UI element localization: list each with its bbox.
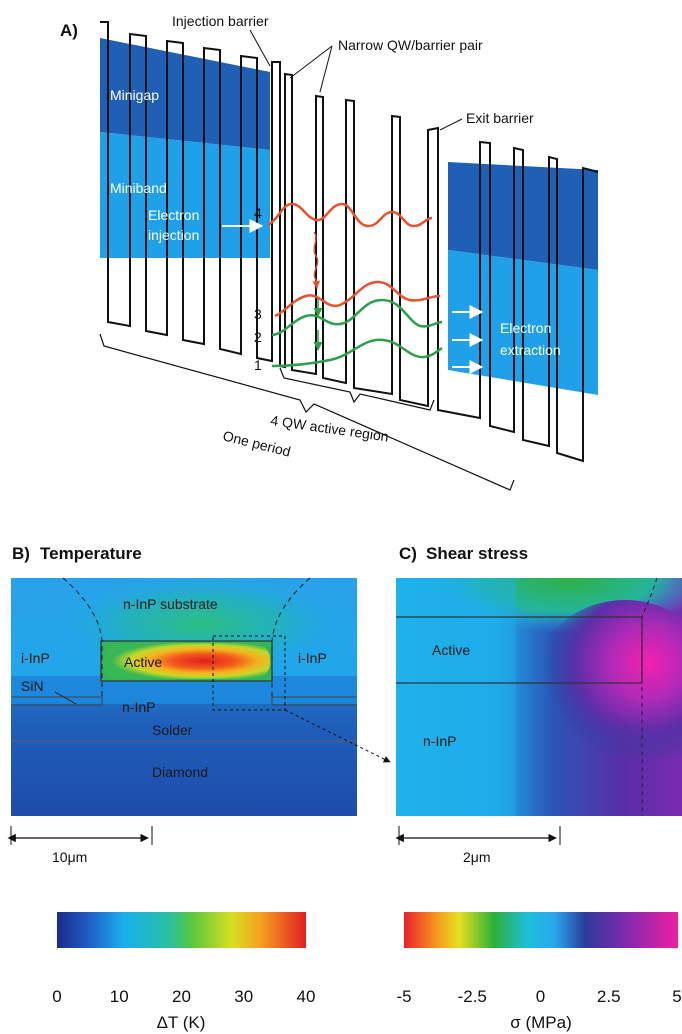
diamond-region (11, 704, 357, 816)
stress-pink-zone (530, 600, 682, 780)
electron-extraction-label-2: extraction (500, 342, 561, 358)
injection-barrier-leader (249, 29, 271, 67)
ridge-boundary-right (271, 577, 311, 697)
stress-tick-3: 2.5 (597, 987, 621, 1006)
panel-c-title: Shear stress (426, 544, 528, 563)
level-2-label: 2 (254, 329, 262, 345)
sin-layer-left (11, 696, 103, 706)
sin-layer-right (271, 696, 357, 706)
wavefunction-4 (267, 202, 433, 228)
exit-barrier-leader (439, 118, 463, 131)
narrow-pair-leader-2 (319, 45, 333, 93)
active-region-label: 4 QW active region (270, 412, 390, 444)
temperature-tick-1: 10 (110, 987, 129, 1006)
iinp-right-label: i-InP (298, 650, 327, 666)
ninp-label-c: n-InP (423, 733, 456, 749)
panel-a-letter: A) (60, 21, 78, 40)
electron-extraction-label-1: Electron (500, 320, 551, 336)
panel-a: A) 4 3 2 1 Minigap Miniband Electron inj (60, 13, 599, 491)
one-period-label: One period (221, 427, 292, 459)
iinp-left-label: i-InP (21, 650, 50, 666)
temperature-tick-2: 20 (172, 987, 191, 1006)
stress-tick-1: -2.5 (458, 987, 487, 1006)
level-4-label: 4 (254, 205, 262, 221)
scale-label-b: 10μm (52, 849, 87, 865)
electron-injection-label-1: Electron (148, 207, 199, 223)
active-label: Active (124, 654, 162, 670)
stress-left-zone (396, 578, 516, 816)
temperature-colorbar-label: ΔT (K) (157, 1013, 206, 1032)
stress-colorbar-label: σ (MPa) (510, 1013, 572, 1032)
stress-colorbar-ticks: -5 -2.5 0 2.5 5 (396, 987, 681, 1006)
temperature-colorbar-ticks: 0 10 20 30 40 (52, 987, 315, 1006)
ridge-boundary-left (62, 577, 103, 697)
scale-label-c: 2μm (463, 849, 491, 865)
transition-arrow-4-3 (312, 231, 320, 289)
stress-tick-4: 5 (672, 987, 681, 1006)
minigap-label: Minigap (110, 87, 159, 103)
stress-tick-2: 0 (536, 987, 545, 1006)
panel-b: B) Temperature n-InP substrate i-InP i-I… (7, 544, 391, 1032)
wavefunction-2 (271, 298, 443, 337)
panel-b-letter: B) (12, 544, 30, 563)
exit-barrier-label: Exit barrier (466, 110, 534, 126)
panel-c: C) Shear stress Active n-InP 2μm -5 -2.5 0… (395, 544, 682, 1032)
conduction-band-profile (100, 21, 599, 463)
temperature-tick-0: 0 (52, 987, 61, 1006)
level-3-label: 3 (254, 306, 262, 322)
wavefunction-1 (271, 338, 443, 368)
solder-label: Solder (152, 722, 193, 738)
zoom-arrow (284, 709, 391, 763)
sin-label: SiN (21, 678, 44, 694)
one-period-brace (99, 333, 515, 491)
narrow-pair-label: Narrow QW/barrier pair (338, 37, 483, 53)
wavefunction-3 (274, 280, 441, 318)
stress-colorbar (404, 912, 678, 948)
substrate-label: n-InP substrate (123, 596, 218, 612)
zoom-box (212, 635, 286, 711)
level-1-label: 1 (254, 357, 262, 373)
temperature-colorbar (57, 912, 306, 948)
electron-injection-label-2: injection (148, 227, 199, 243)
panel-c-letter: C) (399, 544, 417, 563)
sin-leader (54, 691, 77, 705)
minigap-region (100, 38, 270, 150)
temperature-tick-3: 30 (234, 987, 253, 1006)
active-region-outline (100, 640, 273, 682)
active-region-brace (279, 367, 435, 411)
stress-tick-0: -5 (396, 987, 411, 1006)
injection-barrier-label: Injection barrier (172, 13, 269, 29)
diamond-label: Diamond (152, 764, 208, 780)
narrow-pair-leader-1 (289, 45, 333, 79)
ridge-edge-c (641, 577, 658, 816)
ninp-label: n-InP (122, 699, 155, 715)
active-region-heat (103, 643, 270, 679)
miniband-label: Miniband (110, 180, 167, 196)
panel-b-title: Temperature (40, 544, 142, 563)
temperature-tick-4: 40 (297, 987, 316, 1006)
active-label-c: Active (432, 642, 470, 658)
